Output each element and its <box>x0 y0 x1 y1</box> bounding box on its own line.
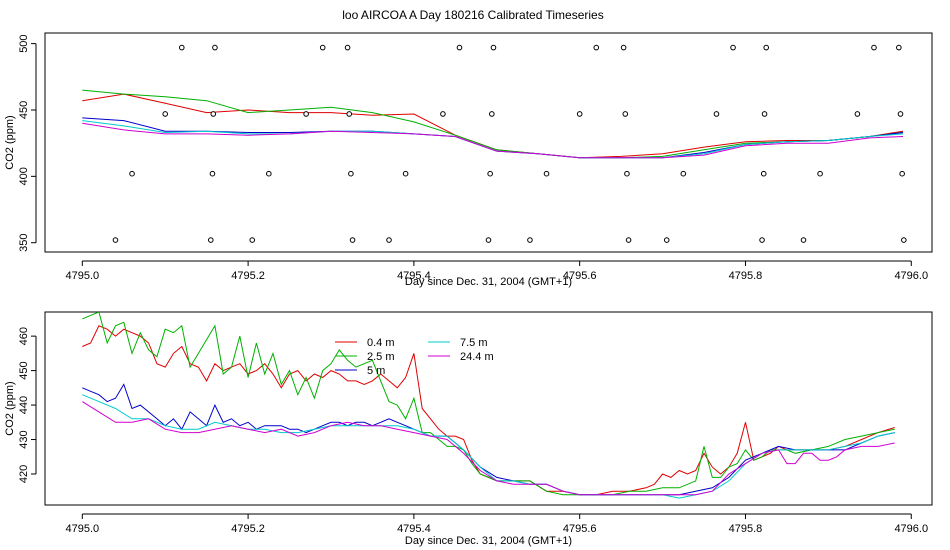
calibration-point <box>319 44 326 51</box>
y-tick-label: 440 <box>18 396 30 414</box>
series-line-24-4-m <box>82 401 895 496</box>
calibration-point <box>346 111 353 117</box>
x-tick-label: 4795.0 <box>65 523 99 535</box>
legend: 0.4 m 2.5 m 5 m 7.5 m 24.4 m <box>335 337 494 377</box>
calibration-point <box>249 237 256 243</box>
y-tick-label: 420 <box>18 465 30 483</box>
figure-title: loo AIRCOA A Day 180216 Calibrated Times… <box>342 8 603 22</box>
x-tick-label: 4795.6 <box>563 270 597 282</box>
calibration-point <box>207 237 214 243</box>
calibration-point <box>871 44 877 51</box>
legend-label: 2.5 m <box>367 351 395 363</box>
y-tick-label: 430 <box>18 430 30 448</box>
plot-frame <box>44 32 933 253</box>
legend-label: 0.4 m <box>367 337 395 349</box>
calibration-point <box>348 170 354 177</box>
calibration-point <box>178 44 185 51</box>
calibration-point <box>624 170 630 177</box>
calibration-point <box>402 170 409 177</box>
series-line-2-5-m <box>82 89 904 159</box>
y-tick-label: 500 <box>18 34 30 52</box>
x-tick-label: 4795.2 <box>231 523 265 535</box>
calibration-point <box>593 44 600 51</box>
x-tick-label: 4795.0 <box>65 270 99 282</box>
calibration-point <box>487 170 493 177</box>
x-tick-label: 4795.4 <box>397 270 431 282</box>
calibration-point <box>800 237 807 243</box>
calibration-point <box>440 111 446 117</box>
calibration-point <box>456 44 463 51</box>
legend-label: 7.5 m <box>460 337 488 349</box>
calibration-point <box>622 111 629 117</box>
calibration-point <box>901 237 907 243</box>
calibration-point <box>485 237 492 243</box>
calibration-point <box>625 237 632 243</box>
calibration-point <box>680 170 687 177</box>
y-tick-label: 350 <box>18 234 30 252</box>
y-axis-label: CO2 (ppm) <box>4 115 16 169</box>
calibration-point <box>897 111 904 117</box>
calibration-point <box>761 111 768 117</box>
y-axis-label: CO2 (ppm) <box>4 381 16 435</box>
x-tick-label: 4795.4 <box>397 523 431 535</box>
legend-label: 24.4 m <box>460 351 494 363</box>
calibration-point <box>543 170 550 177</box>
series-line-5-m <box>82 383 895 496</box>
calibration-point <box>896 44 902 51</box>
calibration-point <box>730 44 736 51</box>
plot-area <box>82 312 895 499</box>
calibration-point <box>210 111 217 117</box>
series-line-5-m <box>82 117 904 159</box>
calibration-point <box>490 44 497 51</box>
top-panel: 4795.0 4795.2 4795.4 4795.6 4795.8 4796.0 350 4… <box>4 32 933 288</box>
series-line-7-5-m <box>82 120 904 159</box>
calibration-point <box>663 237 670 243</box>
calibration-point <box>212 44 218 51</box>
y-tick-label: 400 <box>18 167 30 185</box>
x-tick-label: 4795.2 <box>231 270 265 282</box>
y-tick-label: 450 <box>18 361 30 379</box>
calibration-point <box>112 237 119 243</box>
x-tick-label: 4795.6 <box>563 523 597 535</box>
calibration-point <box>344 44 351 51</box>
series-line-24-4-m <box>82 122 904 159</box>
x-tick-label: 4795.8 <box>729 270 763 282</box>
calibration-point <box>209 170 216 177</box>
x-tick-label: 4796.0 <box>894 270 928 282</box>
bottom-panel: 4795.0 4795.2 4795.4 4795.6 4795.8 4796.0 420 4… <box>4 311 933 547</box>
calibration-point <box>129 170 135 177</box>
calibration-point <box>759 237 765 243</box>
calibration-point <box>162 111 169 117</box>
calibration-point <box>763 44 770 51</box>
calibration-point <box>349 237 356 243</box>
calibration-point <box>817 170 823 177</box>
calibration-point <box>266 170 272 177</box>
y-tick-label: 450 <box>18 101 30 119</box>
plot-frame <box>44 311 933 506</box>
calibration-point <box>303 111 309 117</box>
series-line-7-5-m <box>82 394 895 499</box>
series-line-0-4-m <box>82 325 895 496</box>
y-tick-label: 460 <box>18 327 30 345</box>
calibration-point <box>854 111 861 117</box>
calibration-point <box>760 170 767 177</box>
series-line-2-5-m <box>82 312 895 496</box>
calibration-point <box>713 111 720 117</box>
x-tick-label: 4796.0 <box>894 523 928 535</box>
x-axis-label: Day since Dec. 31, 2004 (GMT+1) <box>405 276 572 288</box>
legend-label: 5 m <box>367 365 385 377</box>
calibration-point <box>899 170 905 177</box>
calibration-point <box>527 237 533 243</box>
calibration-point <box>620 44 627 51</box>
plot-area <box>82 44 907 243</box>
x-tick-label: 4795.8 <box>729 523 763 535</box>
calibration-point <box>576 111 583 117</box>
calibration-point <box>489 111 495 117</box>
x-axis-label: Day since Dec. 31, 2004 (GMT+1) <box>405 535 572 547</box>
calibration-point <box>386 237 392 243</box>
